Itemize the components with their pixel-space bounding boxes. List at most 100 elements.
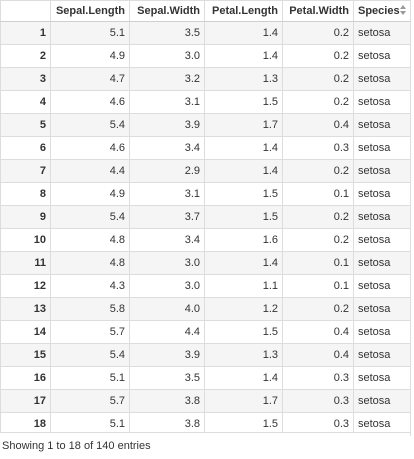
sepal-width-cell: 2.9 [129, 159, 205, 183]
row-name-cell: 6 [0, 136, 51, 160]
sepal-length-cell: 4.6 [50, 136, 130, 160]
sepal-width-cell: 3.5 [129, 366, 205, 390]
sepal-width-cell: 3.2 [129, 67, 205, 91]
table-row[interactable]: 8 4.9 3.1 1.5 0.1 setosa [0, 182, 411, 206]
table-row[interactable]: 17 5.7 3.8 1.7 0.3 setosa [0, 389, 411, 413]
table-row[interactable]: 13 5.8 4.0 1.2 0.2 setosa [0, 297, 411, 321]
sepal-length-cell: 4.3 [50, 274, 130, 298]
sepal-length-cell: 5.8 [50, 297, 130, 321]
row-name-cell: 8 [0, 182, 51, 206]
petal-length-cell: 1.6 [204, 228, 283, 252]
table-header: Sepal.Length Sepal.Width Petal.Length Pe… [0, 0, 411, 22]
petal-length-cell: 1.4 [204, 136, 283, 160]
row-name-cell: 16 [0, 366, 51, 390]
sepal-width-cell: 3.7 [129, 205, 205, 229]
table-row[interactable]: 3 4.7 3.2 1.3 0.2 setosa [0, 67, 411, 91]
sepal-length-cell: 5.4 [50, 343, 130, 367]
row-name-cell: 2 [0, 44, 51, 68]
sepal-width-cell: 3.9 [129, 113, 205, 137]
petal-length-cell: 1.7 [204, 389, 283, 413]
petal-width-cell: 0.2 [282, 159, 354, 183]
table-body: 1 5.1 3.5 1.4 0.2 setosa 2 4.9 3.0 1.4 0.2 setosa 3 4… [0, 21, 411, 436]
sepal-width-cell: 4.4 [129, 320, 205, 344]
row-name-cell: 17 [0, 389, 51, 413]
petal-length-cell: 1.4 [204, 366, 283, 390]
table-row[interactable]: 2 4.9 3.0 1.4 0.2 setosa [0, 44, 411, 68]
species-cell: setosa [353, 228, 411, 252]
sepal-length-cell: 4.4 [50, 159, 130, 183]
sepal-length-cell: 4.9 [50, 44, 130, 68]
row-name-cell: 10 [0, 228, 51, 252]
column-header-species[interactable]: Species [353, 0, 411, 22]
row-name-cell: 1 [0, 21, 51, 45]
species-cell: setosa [353, 90, 411, 114]
sepal-length-cell: 5.7 [50, 389, 130, 413]
species-cell: setosa [353, 366, 411, 390]
sepal-width-cell: 3.4 [129, 136, 205, 160]
sepal-length-cell: 5.1 [50, 21, 130, 45]
sepal-width-cell: 3.0 [129, 274, 205, 298]
petal-length-cell: 1.5 [204, 182, 283, 206]
column-header-rownames[interactable] [0, 0, 51, 22]
sepal-width-cell: 3.0 [129, 251, 205, 275]
petal-length-cell: 1.5 [204, 205, 283, 229]
header-row: Sepal.Length Sepal.Width Petal.Length Pe… [0, 0, 411, 22]
table-row[interactable]: 11 4.8 3.0 1.4 0.1 setosa [0, 251, 411, 275]
table-row[interactable]: 7 4.4 2.9 1.4 0.2 setosa [0, 159, 411, 183]
species-cell: setosa [353, 343, 411, 367]
table-info: Showing 1 to 18 of 140 entries [0, 432, 410, 459]
row-name-cell: 4 [0, 90, 51, 114]
table-row[interactable]: 9 5.4 3.7 1.5 0.2 setosa [0, 205, 411, 229]
petal-width-cell: 0.3 [282, 136, 354, 160]
species-cell: setosa [353, 251, 411, 275]
petal-width-cell: 0.1 [282, 251, 354, 275]
petal-width-cell: 0.2 [282, 21, 354, 45]
table-row[interactable]: 10 4.8 3.4 1.6 0.2 setosa [0, 228, 411, 252]
row-name-cell: 7 [0, 159, 51, 183]
table-row[interactable]: 16 5.1 3.5 1.4 0.3 setosa [0, 366, 411, 390]
table-row[interactable]: 14 5.7 4.4 1.5 0.4 setosa [0, 320, 411, 344]
table-row[interactable]: 12 4.3 3.0 1.1 0.1 setosa [0, 274, 411, 298]
sort-icon[interactable] [400, 5, 407, 17]
species-cell: setosa [353, 159, 411, 183]
table-row[interactable]: 4 4.6 3.1 1.5 0.2 setosa [0, 90, 411, 114]
petal-width-cell: 0.2 [282, 90, 354, 114]
table-row[interactable]: 5 5.4 3.9 1.7 0.4 setosa [0, 113, 411, 137]
sepal-width-cell: 3.5 [129, 21, 205, 45]
column-header-sepal-width[interactable]: Sepal.Width [129, 0, 205, 22]
sepal-length-cell: 5.4 [50, 205, 130, 229]
sepal-width-cell: 3.1 [129, 90, 205, 114]
sepal-width-cell: 3.9 [129, 343, 205, 367]
row-name-cell: 18 [0, 412, 51, 436]
table-row[interactable]: 15 5.4 3.9 1.3 0.4 setosa [0, 343, 411, 367]
petal-length-cell: 1.1 [204, 274, 283, 298]
petal-length-cell: 1.4 [204, 251, 283, 275]
species-cell: setosa [353, 67, 411, 91]
row-name-cell: 15 [0, 343, 51, 367]
species-cell: setosa [353, 389, 411, 413]
table-row[interactable]: 1 5.1 3.5 1.4 0.2 setosa [0, 21, 411, 45]
column-header-petal-length[interactable]: Petal.Length [204, 0, 283, 22]
row-name-cell: 12 [0, 274, 51, 298]
table-row[interactable]: 6 4.6 3.4 1.4 0.3 setosa [0, 136, 411, 160]
sepal-width-cell: 4.0 [129, 297, 205, 321]
column-header-sepal-length[interactable]: Sepal.Length [50, 0, 130, 22]
petal-width-cell: 0.2 [282, 44, 354, 68]
petal-length-cell: 1.4 [204, 159, 283, 183]
species-cell: setosa [353, 136, 411, 160]
petal-width-cell: 0.3 [282, 389, 354, 413]
petal-length-cell: 1.3 [204, 67, 283, 91]
species-cell: setosa [353, 182, 411, 206]
row-name-cell: 3 [0, 67, 51, 91]
column-header-petal-width[interactable]: Petal.Width [282, 0, 354, 22]
petal-length-cell: 1.3 [204, 343, 283, 367]
petal-width-cell: 0.1 [282, 182, 354, 206]
species-cell: setosa [353, 205, 411, 229]
petal-length-cell: 1.4 [204, 44, 283, 68]
petal-length-cell: 1.2 [204, 297, 283, 321]
row-name-cell: 9 [0, 205, 51, 229]
sepal-length-cell: 5.1 [50, 366, 130, 390]
sepal-length-cell: 4.8 [50, 251, 130, 275]
petal-width-cell: 0.1 [282, 274, 354, 298]
